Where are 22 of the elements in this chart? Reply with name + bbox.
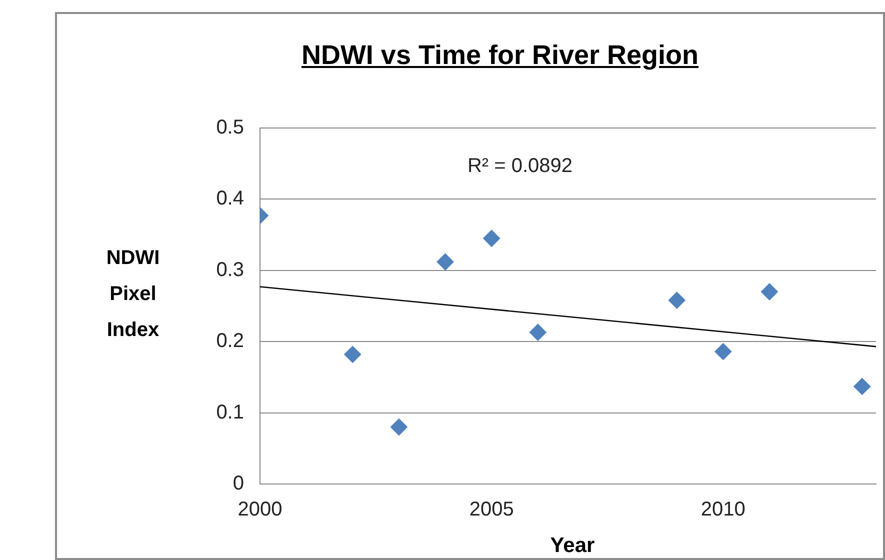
chart-title: NDWI vs Time for River Region bbox=[300, 40, 700, 71]
x-tick-label: 2005 bbox=[469, 498, 514, 521]
y-tick-label: 0.3 bbox=[216, 258, 244, 281]
point bbox=[483, 230, 500, 247]
y-tick-label: 0 bbox=[232, 472, 244, 495]
point bbox=[760, 283, 778, 300]
point bbox=[854, 378, 871, 395]
y-axis-title: NDWI Pixel Index bbox=[105, 246, 161, 343]
point bbox=[714, 343, 732, 360]
y-tick-label: 0.1 bbox=[216, 401, 244, 424]
point bbox=[668, 292, 686, 309]
point bbox=[529, 324, 546, 341]
point bbox=[436, 253, 454, 270]
x-tick-label: 2000 bbox=[238, 498, 282, 521]
point bbox=[344, 346, 362, 363]
x-tick-label: 2010 bbox=[700, 498, 746, 521]
y-tick-label: 0.5 bbox=[216, 116, 244, 139]
x-axis-title: Year bbox=[549, 534, 596, 558]
y-tick-label: 0.4 bbox=[216, 188, 244, 210]
annotation: R² = 0.0892 bbox=[466, 155, 574, 178]
point bbox=[390, 418, 408, 436]
y-tick-label: 0.2 bbox=[216, 330, 244, 352]
